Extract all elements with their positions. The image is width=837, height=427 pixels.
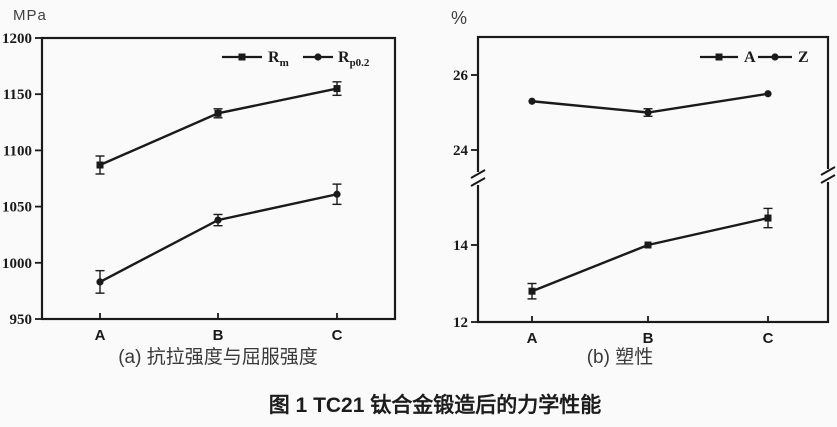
axis-break-mark xyxy=(820,166,836,176)
y-axis-unit-label-mpa: MPa xyxy=(13,7,47,24)
subcaption-strength: (a) 抗拉强度与屈服强度 xyxy=(118,347,318,368)
data-point-Z-2 xyxy=(764,90,772,98)
axis-break-mark xyxy=(470,169,486,179)
legend-item-Rp0.2: Rp0.2 xyxy=(303,49,370,69)
legend-label-Z: Z xyxy=(798,49,809,66)
x-category-label: A xyxy=(527,330,538,347)
data-point-Z-1 xyxy=(644,108,652,117)
x-category-label: B xyxy=(213,327,224,344)
legend-label-A: A xyxy=(744,49,756,66)
data-point-Rp0.2-1 xyxy=(214,216,222,224)
series-A xyxy=(527,207,773,300)
series-line-A xyxy=(531,216,769,293)
legend-item-Rm: Rm xyxy=(222,49,289,69)
plot-border xyxy=(40,36,397,321)
data-point-Rm-1 xyxy=(214,109,222,117)
series-line-Rm xyxy=(99,87,338,167)
y-tick-label: 1050 xyxy=(2,200,32,216)
legend-item-Z: Z xyxy=(758,49,809,66)
axis-break-gap xyxy=(475,172,481,185)
x-category-label: B xyxy=(643,330,654,347)
legend-item-A: A xyxy=(700,49,756,66)
legend-marker-circle xyxy=(771,53,779,61)
y-tick-label: 1150 xyxy=(3,87,32,103)
chart-strength-canvas: 950 1000 1050 1100 1150 1200 A B C Rm Rp0.2 xyxy=(2,31,397,344)
subcaption-plasticity: (b) 塑性 xyxy=(586,347,654,368)
series-Z xyxy=(528,90,772,117)
y-axis-unit-label-percent: % xyxy=(451,8,468,28)
y-tick-label: 950 xyxy=(10,312,33,328)
x-category-label: C xyxy=(763,330,774,347)
axis-break-mark xyxy=(820,174,836,184)
axis-break-gap xyxy=(825,169,831,182)
y-tick-label: 24 xyxy=(453,143,469,159)
series-line-Rp0.2 xyxy=(99,193,338,283)
plot-border xyxy=(476,35,830,324)
data-point-Rm-0 xyxy=(96,161,104,169)
y-tick-label: 1000 xyxy=(2,256,32,272)
data-point-A-1 xyxy=(644,241,652,249)
y-tick-label: 14 xyxy=(453,238,469,254)
series-Rp0.2 xyxy=(95,183,342,294)
legend-label-Rp0.2: Rp0.2 xyxy=(338,49,370,69)
x-category-label: A xyxy=(95,327,106,344)
data-point-Rp0.2-0 xyxy=(96,278,104,286)
data-point-Z-0 xyxy=(528,97,536,105)
y-tick-label: 1100 xyxy=(3,143,32,159)
legend-marker-square xyxy=(238,53,246,61)
data-point-A-2 xyxy=(764,214,772,222)
legend-marker-square xyxy=(715,53,723,61)
figure-caption: 图 1 TC21 钛合金锻造后的力学性能 xyxy=(268,394,602,417)
axis-break-mark xyxy=(470,177,486,187)
y-tick-label: 12 xyxy=(453,315,468,331)
legend-label-Rm: Rm xyxy=(268,49,289,69)
chart-plasticity-canvas: 24 26 12 14 A B C A Z xyxy=(453,35,836,347)
data-point-A-0 xyxy=(528,287,536,295)
y-tick-label: 26 xyxy=(453,68,469,84)
series-Rm xyxy=(95,81,342,175)
legend-marker-circle xyxy=(314,53,322,61)
x-category-label: C xyxy=(332,327,343,344)
data-point-Rm-2 xyxy=(333,85,341,93)
data-point-Rp0.2-2 xyxy=(333,190,341,198)
y-tick-label: 1200 xyxy=(2,31,32,47)
